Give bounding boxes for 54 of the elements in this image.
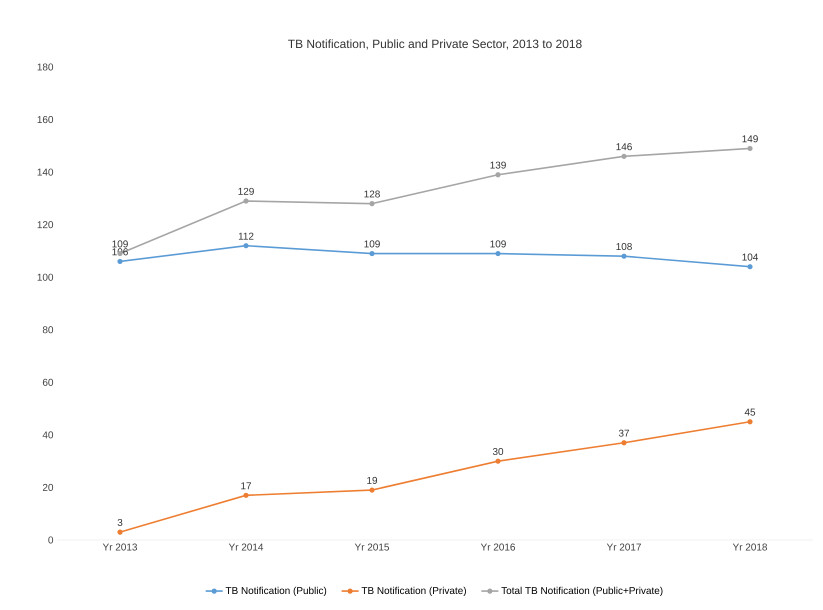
y-tick-label: 0 <box>48 536 54 544</box>
data-label: 109 <box>364 240 380 248</box>
legend-label: Total TB Notification (Public+Private) <box>501 586 662 596</box>
x-tick-label: Yr 2013 <box>102 544 138 551</box>
legend-label: TB Notification (Public) <box>226 586 326 596</box>
data-label: 149 <box>742 135 758 142</box>
y-tick-label: 60 <box>42 378 54 386</box>
data-label: 146 <box>616 143 632 150</box>
point <box>243 492 249 498</box>
point <box>747 419 753 424</box>
point <box>369 201 375 206</box>
x-tick-label: Yr 2014 <box>228 544 264 551</box>
data-label: 112 <box>238 232 254 240</box>
data-label: 30 <box>492 448 504 456</box>
point <box>117 530 123 535</box>
point <box>747 264 753 270</box>
y-tick-label: 180 <box>38 63 54 71</box>
chart-title: TB Notification, Public and Private Sector, 2013 to 2018 <box>288 39 582 50</box>
y-tick-label: 80 <box>42 326 54 334</box>
data-label: 19 <box>367 476 378 484</box>
point <box>495 458 501 464</box>
point <box>621 254 627 259</box>
point <box>243 243 249 248</box>
point <box>621 154 627 159</box>
y-tick-label: 40 <box>42 431 54 438</box>
data-label: 37 <box>618 430 630 437</box>
data-label: 108 <box>616 243 632 250</box>
data-label: 129 <box>238 188 254 195</box>
x-tick-label: Yr 2017 <box>606 544 641 551</box>
y-tick-label: 100 <box>38 274 54 281</box>
y-tick-label: 160 <box>38 116 54 124</box>
legend-label: TB Notification (Private) <box>362 586 466 596</box>
point <box>621 440 627 446</box>
data-label: 128 <box>364 190 380 198</box>
data-label: 17 <box>241 482 252 490</box>
point <box>117 258 123 264</box>
point <box>495 172 501 178</box>
y-tick-label: 140 <box>38 168 54 176</box>
x-tick-label: Yr 2016 <box>480 544 516 551</box>
y-tick-label: 120 <box>38 221 54 228</box>
x-tick-label: Yr 2015 <box>354 544 390 551</box>
data-label: 104 <box>742 254 758 261</box>
point <box>495 250 501 256</box>
data-label: 109 <box>490 240 506 248</box>
data-label: 109 <box>112 240 128 248</box>
point <box>747 146 753 152</box>
data-label: 45 <box>744 408 756 416</box>
point <box>369 250 375 256</box>
data-label: 3 <box>118 518 122 526</box>
x-tick-label: Yr 2018 <box>732 544 768 551</box>
y-tick-label: 20 <box>42 484 54 491</box>
data-label: 139 <box>490 162 506 169</box>
point <box>369 487 375 493</box>
point <box>243 198 249 204</box>
